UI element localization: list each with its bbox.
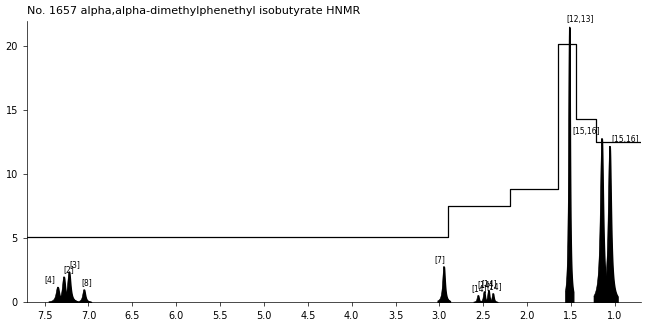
Text: [2]: [2]	[64, 265, 75, 274]
Text: No. 1657 alpha,alpha-dimethylphenethyl isobutyrate HNMR: No. 1657 alpha,alpha-dimethylphenethyl i…	[27, 6, 360, 16]
Text: [14]: [14]	[477, 281, 493, 290]
Text: [14]: [14]	[471, 284, 487, 293]
Text: [14]: [14]	[482, 279, 497, 288]
Text: [14]: [14]	[486, 283, 502, 292]
Text: [8]: [8]	[81, 278, 92, 287]
Text: [15,16]: [15,16]	[612, 134, 639, 144]
Text: [12,13]: [12,13]	[567, 15, 594, 24]
Text: [3]: [3]	[69, 260, 80, 269]
Text: [15,16]: [15,16]	[573, 127, 600, 136]
Text: [7]: [7]	[435, 255, 446, 264]
Text: [4]: [4]	[44, 275, 55, 284]
